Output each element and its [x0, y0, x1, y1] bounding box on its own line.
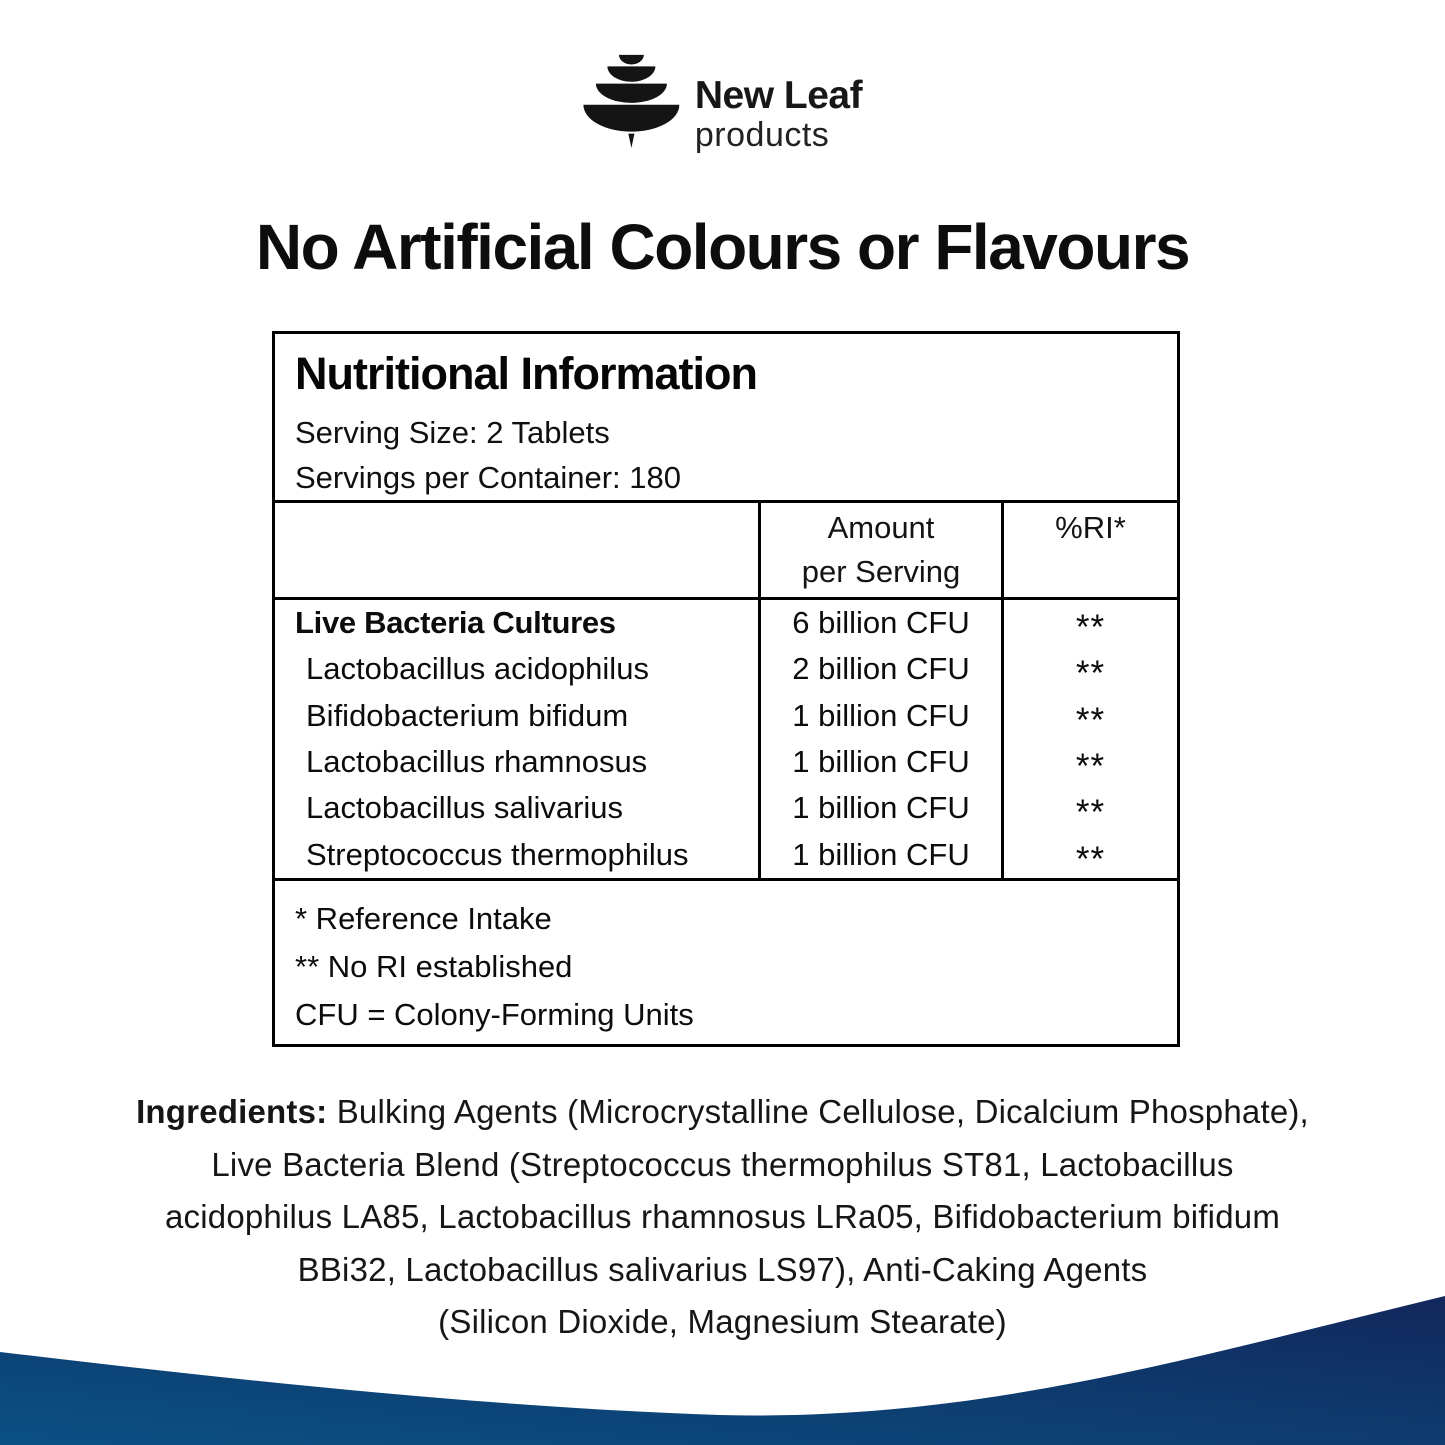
footnote-line: CFU = Colony-Forming Units	[295, 997, 694, 1032]
wave-graphic	[0, 1296, 1445, 1445]
row-amount: 1 billion CFU	[758, 692, 1001, 739]
row-amount: 1 billion CFU	[758, 738, 1001, 786]
ingredients: Ingredients: Bulking Agents (Microcrysta…	[0, 1086, 1445, 1349]
row-amount: 1 billion CFU	[758, 831, 1001, 878]
table-body: Live Bacteria Cultures 6 billion CFU ** …	[275, 597, 1177, 879]
serving-size: Serving Size: 2 Tablets	[295, 415, 610, 450]
ingredients-line: Live Bacteria Blend (Streptococcus therm…	[211, 1145, 1234, 1183]
ingredients-line: Ingredients: Bulking Agents (Microcrysta…	[0, 1086, 1445, 1139]
row-name: Bifidobacterium bifidum	[306, 697, 629, 733]
row-name: Live Bacteria Cultures	[295, 605, 616, 641]
row-ri: **	[1001, 646, 1177, 693]
row-ri: **	[1001, 692, 1177, 740]
brand-name: New Leaf	[694, 74, 863, 117]
footnote-line: ** No RI established	[295, 949, 573, 984]
row-name: Streptococcus thermophilus	[306, 836, 689, 872]
row-name: Lactobacillus salivarius	[306, 790, 624, 826]
row-name: Lactobacillus acidophilus	[306, 651, 649, 687]
tree-logo-icon	[582, 50, 679, 150]
ingredients-line-text: Bulking Agents (Microcrystalline Cellulo…	[336, 1093, 1309, 1130]
ingredients-line: (Silicon Dioxide, Magnesium Stearate)	[438, 1303, 1007, 1340]
row-amount: 2 billion CFU	[758, 646, 1001, 693]
row-amount: 6 billion CFU	[758, 600, 1001, 647]
servings-per-container: Servings per Container: 180	[295, 460, 682, 495]
row-ri: **	[1001, 738, 1177, 786]
ingredients-line: acidophilus LA85, Lactobacillus rhamnosu…	[164, 1198, 1281, 1235]
col-amount-line2: per Serving	[801, 554, 961, 589]
row-name: Lactobacillus rhamnosus	[306, 744, 648, 780]
column-header-row: Amount per Serving %RI*	[275, 500, 1177, 597]
ingredients-label: Ingredients:	[136, 1093, 328, 1130]
footnote-line: * Reference Intake	[295, 901, 552, 936]
table-title: Nutritional Information	[295, 348, 758, 399]
row-ri: **	[1001, 785, 1177, 832]
row-ri: **	[1001, 600, 1177, 647]
brand-subname: products	[694, 116, 830, 154]
col-amount-line1: Amount	[827, 510, 935, 545]
bottom-wave	[0, 1280, 1445, 1445]
ingredients-line: BBi32, Lactobacillus salivarius LS97), A…	[297, 1250, 1148, 1288]
brand-name-block: New Leaf products	[694, 50, 863, 154]
table-footnotes: * Reference Intake ** No RI established …	[275, 878, 1177, 1044]
row-ri: **	[1001, 831, 1177, 879]
headline: No Artificial Colours or Flavours	[255, 211, 1191, 283]
nutrition-table-header: Nutritional Information Serving Size: 2 …	[275, 334, 1177, 500]
nutrition-table: Nutritional Information Serving Size: 2 …	[272, 331, 1180, 1047]
col-name-header	[275, 503, 758, 597]
brand-logo: New Leaf products	[582, 50, 863, 154]
col-ri-header: %RI*	[1001, 503, 1177, 597]
col-amount-header: Amount per Serving	[758, 503, 1001, 597]
row-amount: 1 billion CFU	[758, 785, 1001, 832]
